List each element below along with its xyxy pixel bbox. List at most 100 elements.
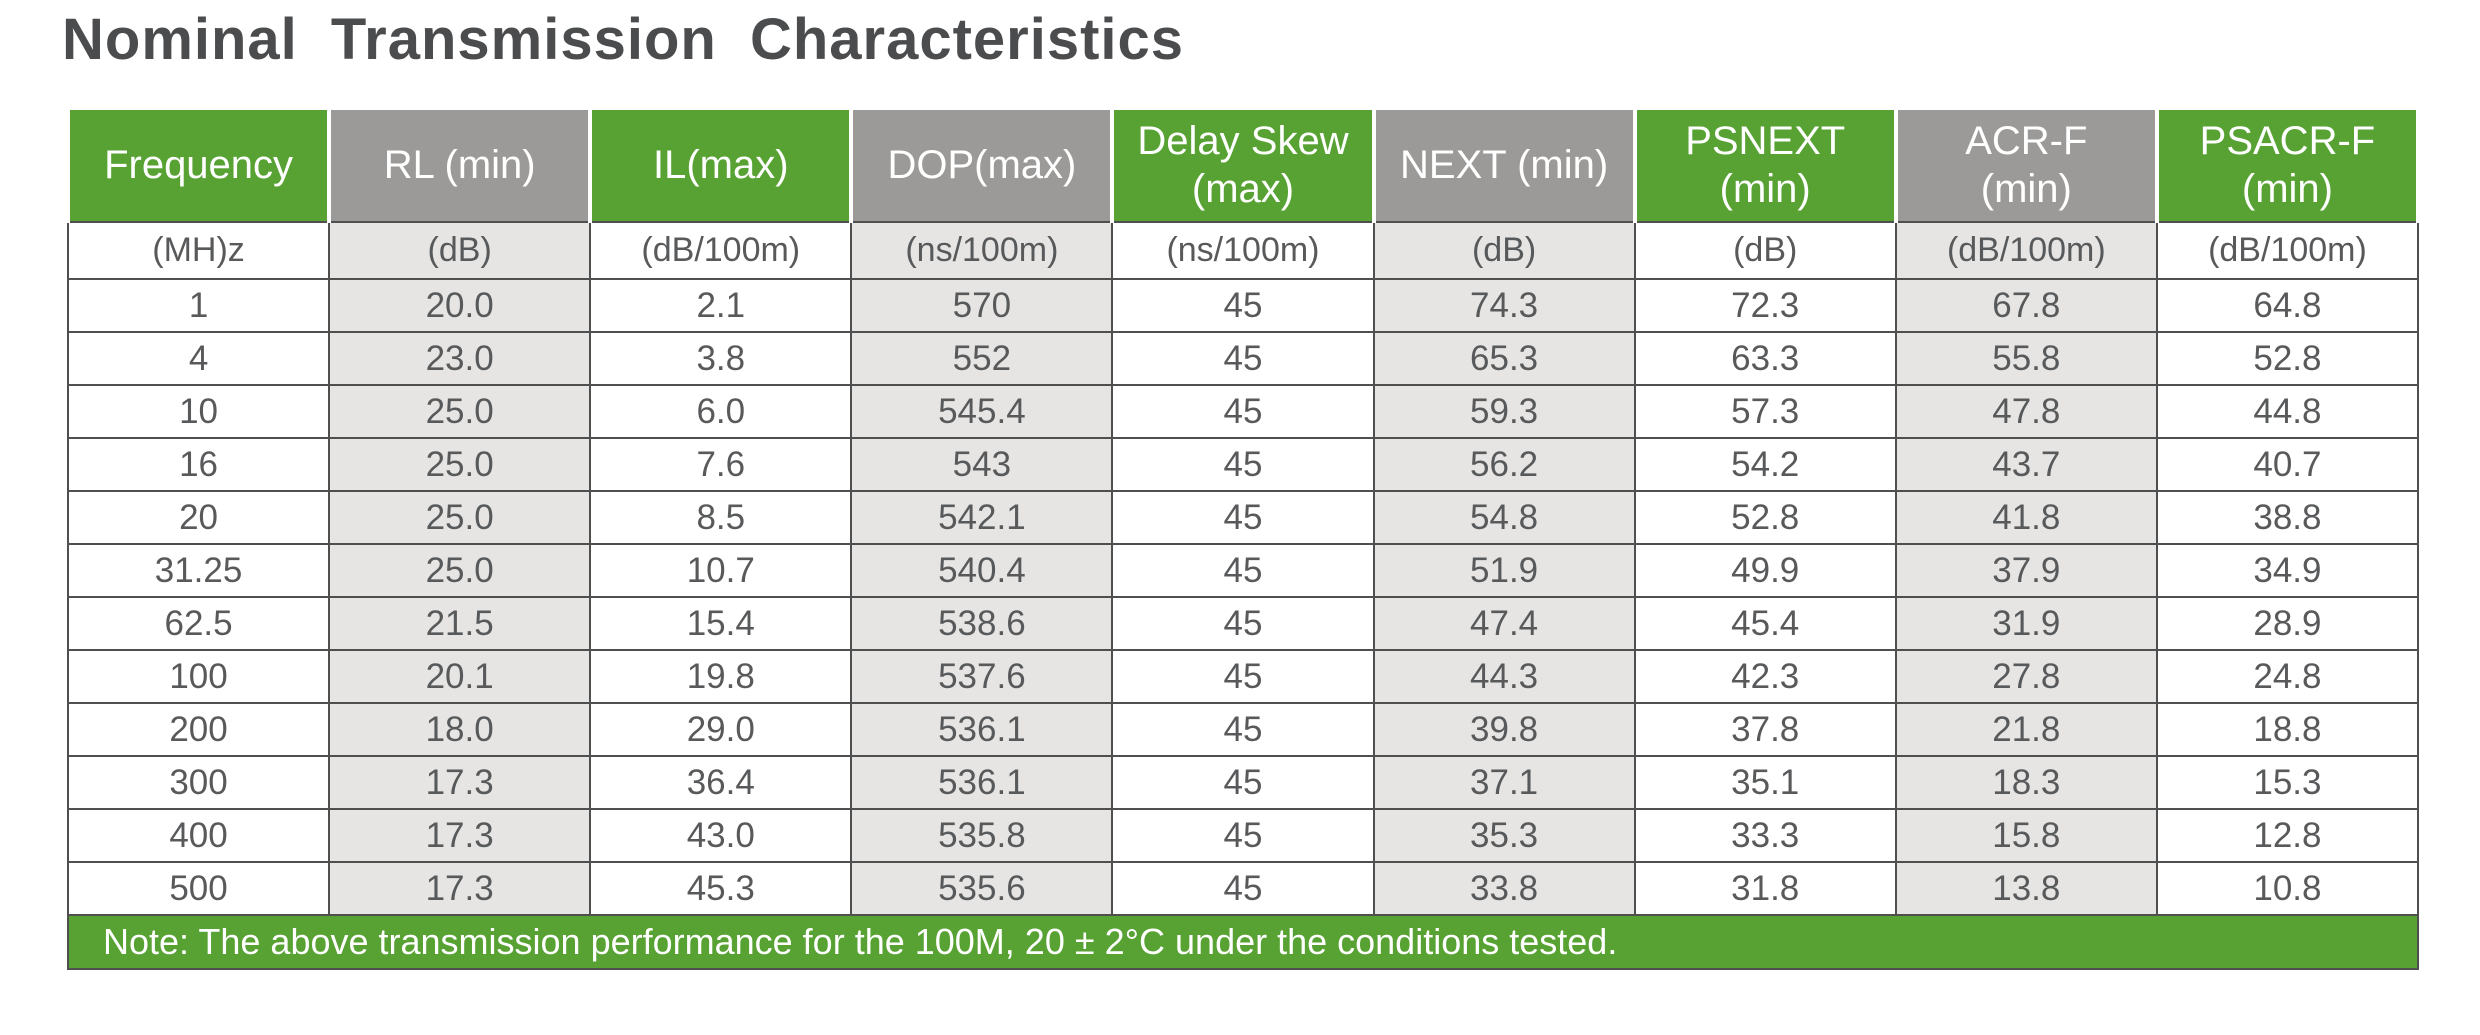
table-row: 300 17.3 36.4 536.1 45 37.1 35.1 18.3 15… bbox=[66, 755, 2420, 810]
cell-next: 54.8 bbox=[1372, 490, 1636, 545]
cell-frequency: 1 bbox=[66, 278, 331, 333]
cell-psnext: 45.4 bbox=[1633, 596, 1897, 651]
cell-frequency: 20 bbox=[66, 490, 331, 545]
cell-acr-f: 67.8 bbox=[1894, 278, 2158, 333]
table-footer: Note: The above transmission performance… bbox=[67, 914, 2419, 970]
cell-psacr-f: 18.8 bbox=[2155, 702, 2420, 757]
table-row: 1 20.0 2.1 570 45 74.3 72.3 67.8 64.8 bbox=[66, 278, 2420, 333]
cell-frequency: 31.25 bbox=[66, 543, 331, 598]
cell-rl: 25.0 bbox=[328, 437, 592, 492]
header-label-line2: (max) bbox=[1191, 166, 1295, 211]
cell-delay-skew: 45 bbox=[1111, 490, 1375, 545]
table-row: 4 23.0 3.8 552 45 65.3 63.3 55.8 52.8 bbox=[66, 331, 2420, 386]
table-header: Frequency RL (min) IL(max) DOP(max) Dela… bbox=[65, 106, 2421, 223]
header-label: RL (min) bbox=[383, 142, 536, 187]
cell-delay-skew: 45 bbox=[1111, 808, 1375, 863]
cell-psnext: 63.3 bbox=[1633, 331, 1897, 386]
cell-dop: 552 bbox=[850, 331, 1114, 386]
cell-delay-skew: 45 bbox=[1111, 596, 1375, 651]
cell-acr-f: 41.8 bbox=[1894, 490, 2158, 545]
cell-dop: 542.1 bbox=[850, 490, 1114, 545]
column-header-il: IL(max) bbox=[588, 106, 854, 223]
cell-dop: 540.4 bbox=[850, 543, 1114, 598]
header-label: PSACR-F bbox=[2199, 119, 2376, 164]
cell-rl: 25.0 bbox=[328, 384, 592, 439]
cell-dop: 536.1 bbox=[850, 755, 1114, 810]
cell-next: 47.4 bbox=[1372, 596, 1636, 651]
cell-next: 56.2 bbox=[1372, 437, 1636, 492]
cell-dop: 537.6 bbox=[850, 649, 1114, 704]
cell-acr-f: 43.7 bbox=[1894, 437, 2158, 492]
column-header-next: NEXT (min) bbox=[1371, 106, 1637, 223]
cell-psnext: 52.8 bbox=[1633, 490, 1897, 545]
cell-acr-f: 47.8 bbox=[1894, 384, 2158, 439]
column-header-psnext: PSNEXT (min) bbox=[1632, 106, 1898, 223]
cell-next: 39.8 bbox=[1372, 702, 1636, 757]
cell-delay-skew: 45 bbox=[1111, 649, 1375, 704]
cell-next: 33.8 bbox=[1372, 861, 1636, 916]
cell-next: 51.9 bbox=[1372, 543, 1636, 598]
cell-dop: 545.4 bbox=[850, 384, 1114, 439]
cell-acr-f: 37.9 bbox=[1894, 543, 2158, 598]
cell-next: 35.3 bbox=[1372, 808, 1636, 863]
cell-il: 2.1 bbox=[589, 278, 853, 333]
unit-rl: (dB) bbox=[328, 221, 592, 280]
cell-il: 45.3 bbox=[589, 861, 853, 916]
cell-delay-skew: 45 bbox=[1111, 861, 1375, 916]
cell-rl: 17.3 bbox=[328, 808, 592, 863]
cell-psnext: 42.3 bbox=[1633, 649, 1897, 704]
column-header-acr-f: ACR-F (min) bbox=[1893, 106, 2159, 223]
table-row: 500 17.3 45.3 535.6 45 33.8 31.8 13.8 10… bbox=[66, 861, 2420, 916]
cell-frequency: 62.5 bbox=[66, 596, 331, 651]
cell-rl: 20.0 bbox=[328, 278, 592, 333]
cell-psacr-f: 10.8 bbox=[2155, 861, 2420, 916]
cell-delay-skew: 45 bbox=[1111, 384, 1375, 439]
header-label-line2: (min) bbox=[1719, 166, 1811, 211]
cell-il: 10.7 bbox=[589, 543, 853, 598]
cell-next: 74.3 bbox=[1372, 278, 1636, 333]
cell-il: 43.0 bbox=[589, 808, 853, 863]
header-row: Frequency RL (min) IL(max) DOP(max) Dela… bbox=[65, 106, 2421, 223]
cell-next: 59.3 bbox=[1372, 384, 1636, 439]
cell-psnext: 37.8 bbox=[1633, 702, 1897, 757]
table-row: 400 17.3 43.0 535.8 45 35.3 33.3 15.8 12… bbox=[66, 808, 2420, 863]
cell-frequency: 10 bbox=[66, 384, 331, 439]
cell-frequency: 4 bbox=[66, 331, 331, 386]
unit-dop: (ns/100m) bbox=[850, 221, 1114, 280]
cell-psacr-f: 38.8 bbox=[2155, 490, 2420, 545]
table-row: 62.5 21.5 15.4 538.6 45 47.4 45.4 31.9 2… bbox=[66, 596, 2420, 651]
cell-psacr-f: 12.8 bbox=[2155, 808, 2420, 863]
table-row: 16 25.0 7.6 543 45 56.2 54.2 43.7 40.7 bbox=[66, 437, 2420, 492]
unit-psacr-f: (dB/100m) bbox=[2155, 221, 2420, 280]
cell-delay-skew: 45 bbox=[1111, 278, 1375, 333]
cell-frequency: 300 bbox=[66, 755, 331, 810]
cell-acr-f: 15.8 bbox=[1894, 808, 2158, 863]
unit-il: (dB/100m) bbox=[589, 221, 853, 280]
cell-delay-skew: 45 bbox=[1111, 702, 1375, 757]
cell-acr-f: 18.3 bbox=[1894, 755, 2158, 810]
cell-il: 3.8 bbox=[589, 331, 853, 386]
unit-frequency: (MH)z bbox=[66, 221, 331, 280]
column-header-rl: RL (min) bbox=[327, 106, 593, 223]
cell-delay-skew: 45 bbox=[1111, 331, 1375, 386]
cell-il: 6.0 bbox=[589, 384, 853, 439]
unit-delay-skew: (ns/100m) bbox=[1111, 221, 1375, 280]
units-row: (MH)z (dB) (dB/100m) (ns/100m) (ns/100m)… bbox=[66, 221, 2420, 280]
cell-psnext: 54.2 bbox=[1633, 437, 1897, 492]
header-label: NEXT (min) bbox=[1400, 142, 1609, 187]
cell-next: 65.3 bbox=[1372, 331, 1636, 386]
table-body: (MH)z (dB) (dB/100m) (ns/100m) (ns/100m)… bbox=[66, 221, 2420, 916]
unit-next: (dB) bbox=[1372, 221, 1636, 280]
cell-rl: 17.3 bbox=[328, 755, 592, 810]
table-row: 100 20.1 19.8 537.6 45 44.3 42.3 27.8 24… bbox=[66, 649, 2420, 704]
cell-rl: 23.0 bbox=[328, 331, 592, 386]
cell-dop: 536.1 bbox=[850, 702, 1114, 757]
cell-psnext: 72.3 bbox=[1633, 278, 1897, 333]
cell-il: 29.0 bbox=[589, 702, 853, 757]
header-label: Delay Skew bbox=[1137, 119, 1349, 164]
cell-psacr-f: 40.7 bbox=[2155, 437, 2420, 492]
cell-acr-f: 13.8 bbox=[1894, 861, 2158, 916]
note-row: Note: The above transmission performance… bbox=[67, 914, 2419, 970]
cell-psacr-f: 44.8 bbox=[2155, 384, 2420, 439]
cell-psacr-f: 52.8 bbox=[2155, 331, 2420, 386]
